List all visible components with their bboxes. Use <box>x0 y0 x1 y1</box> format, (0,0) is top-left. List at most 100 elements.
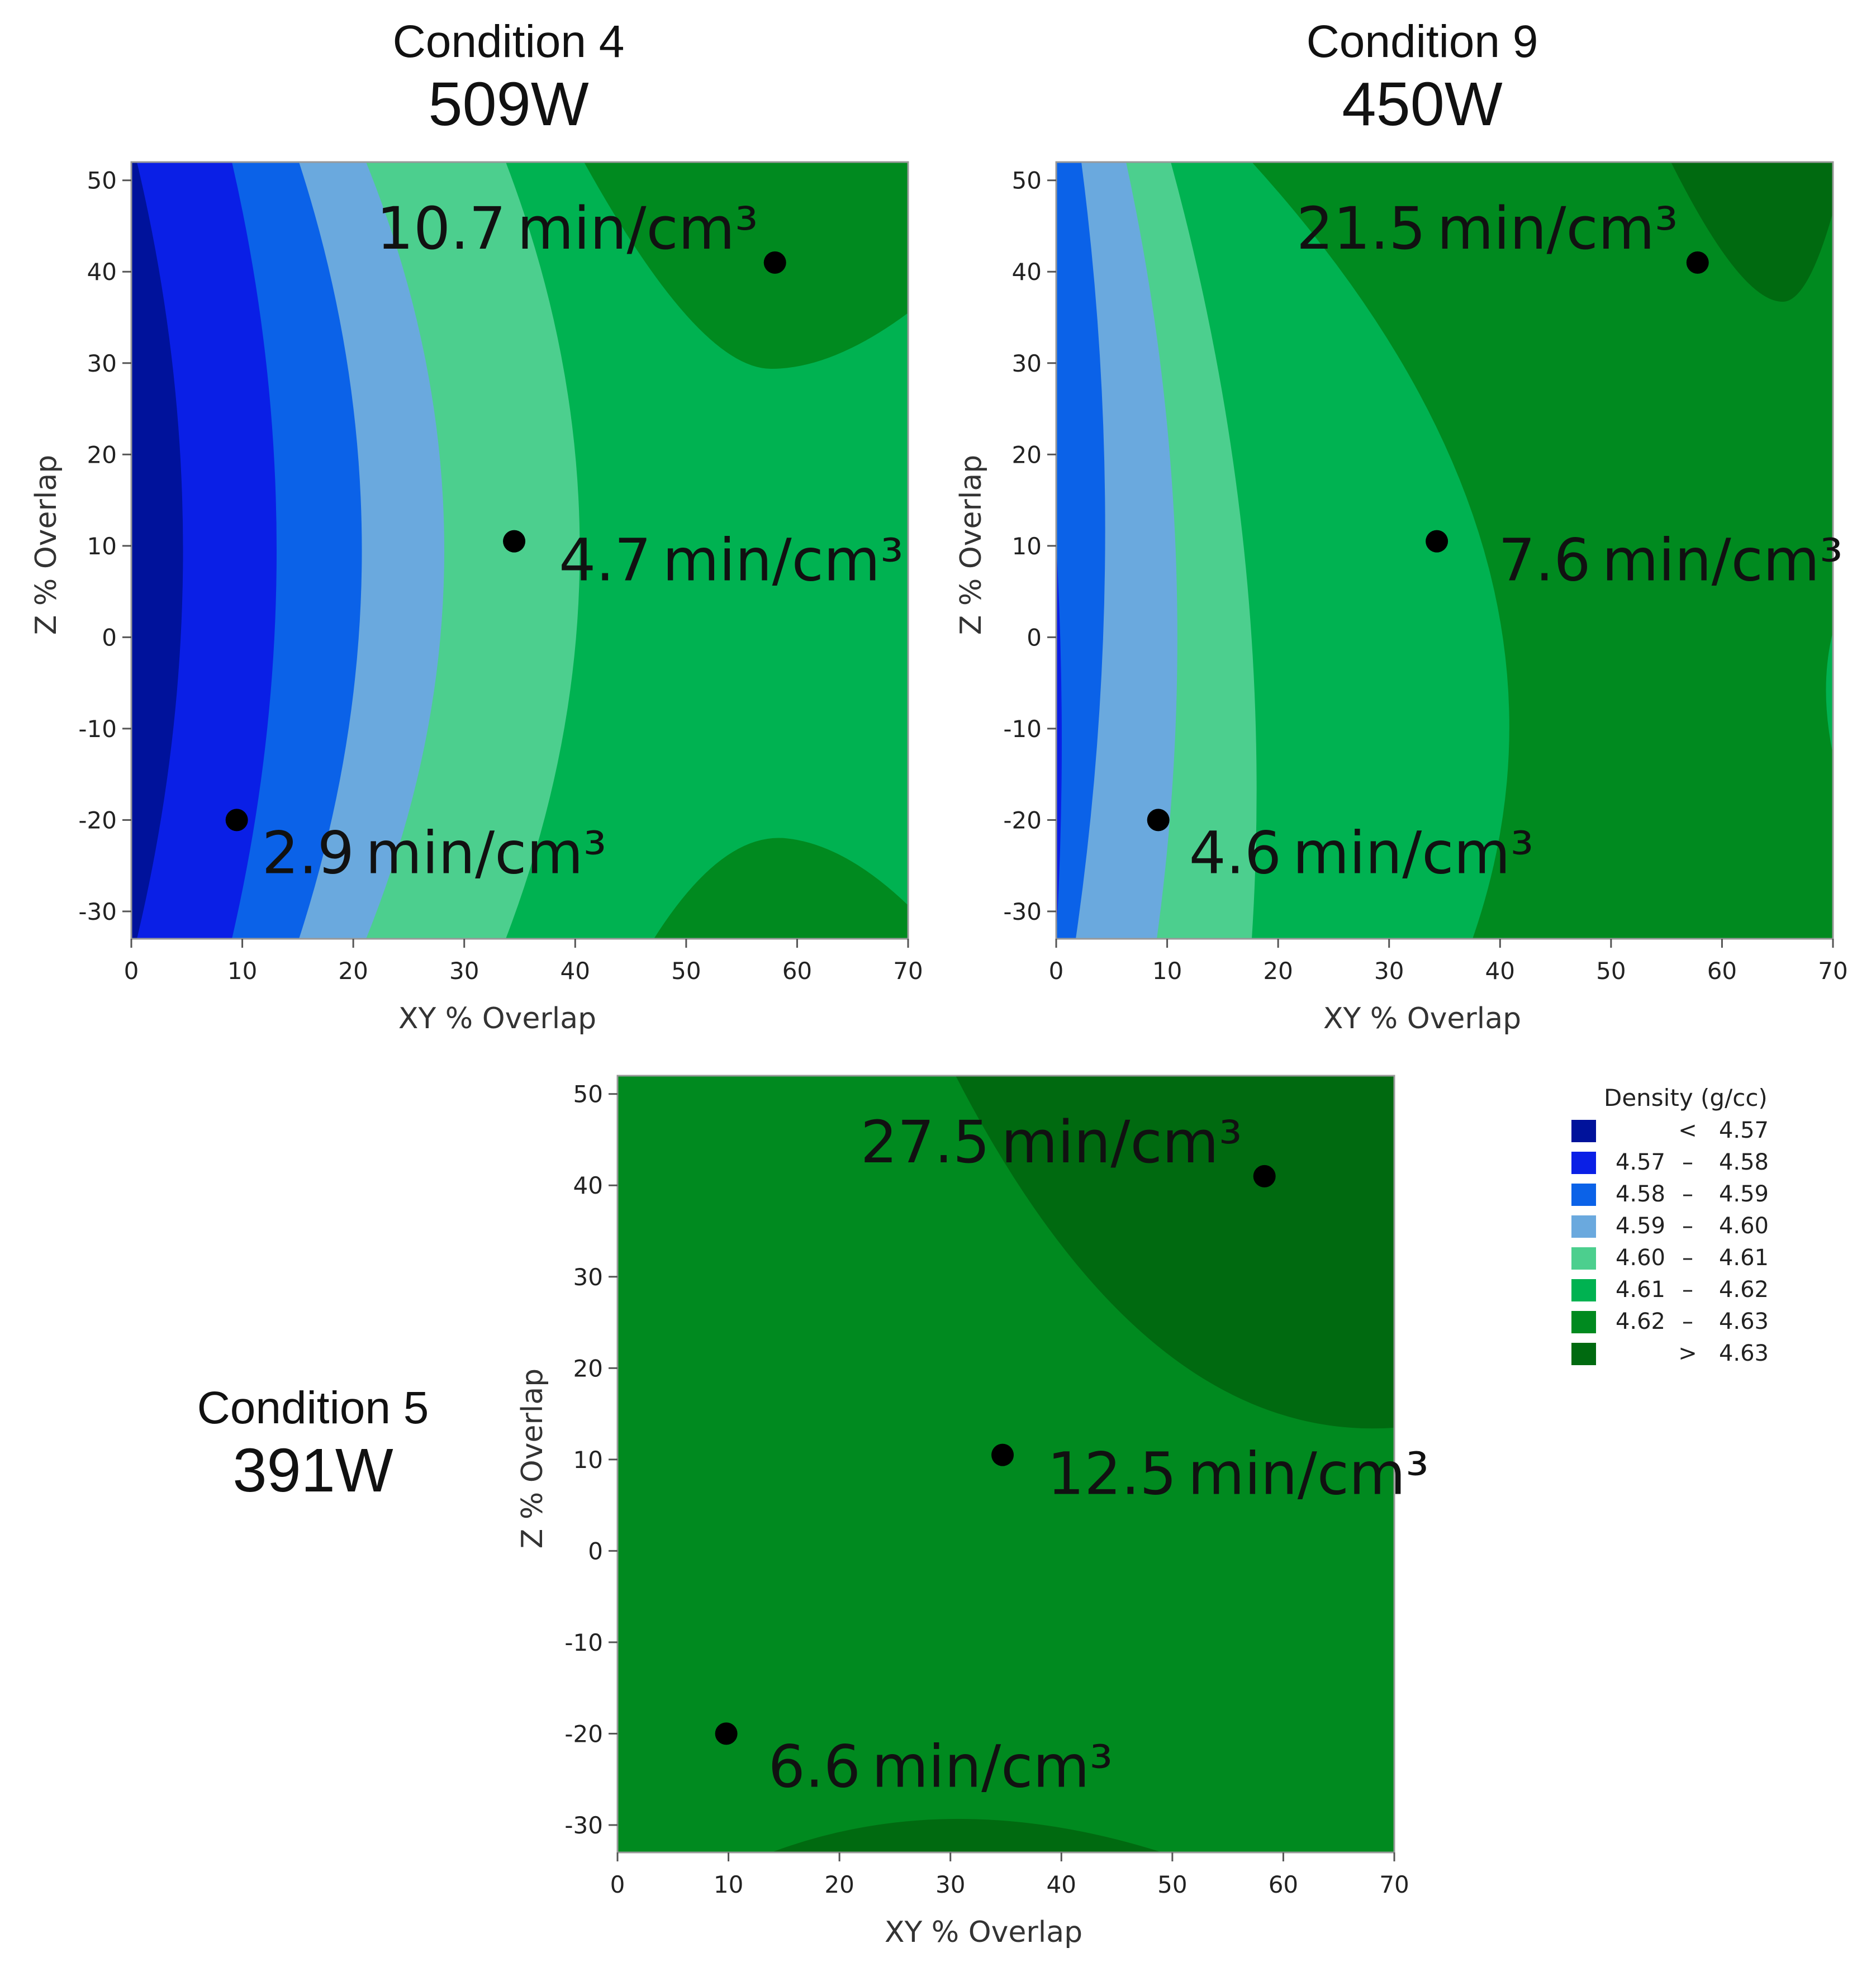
x-tick-label: 60 <box>1707 957 1737 985</box>
density-legend: Density (g/cc) <4.57 4.57–4.58 4.58–4.59 4.… <box>1565 1084 1788 1375</box>
contour-band-above-4-63-bottom <box>771 1819 1162 1852</box>
legend-range-separator: – <box>1682 1309 1693 1334</box>
power-label: 450W <box>1342 70 1503 139</box>
data-point <box>991 1443 1014 1466</box>
x-tick-label: 30 <box>449 957 479 985</box>
x-axis-label: XY % Overlap <box>885 1916 1082 1949</box>
legend-swatch <box>1571 1311 1596 1333</box>
y-tick-label: -10 <box>1003 715 1042 743</box>
data-point <box>715 1722 738 1745</box>
x-tick-label: 60 <box>782 957 812 985</box>
build-time-annotation: 10.7 min/cm³ <box>377 194 758 263</box>
power-label: 391W <box>232 1436 393 1505</box>
legend-range-high: 4.61 <box>1718 1245 1769 1271</box>
legend-title: Density (g/cc) <box>1604 1084 1768 1111</box>
contour-plot-condition-9: 0 10 20 30 40 50 60 70 -30 -20 -10 0 10 20 30 40 50 XY % … <box>954 161 1848 1035</box>
legend-swatch <box>1571 1120 1596 1142</box>
contour-plot-condition-5: 0 10 20 30 40 50 60 70 -30 -20 -10 0 10 20 30 40 50 XY % … <box>516 1075 1429 1949</box>
x-tick-label: 70 <box>1379 1871 1409 1898</box>
build-time-annotation: 21.5 min/cm³ <box>1296 194 1678 263</box>
x-tick-label: 30 <box>1374 957 1404 985</box>
y-axis-label: Z % Overlap <box>954 455 988 635</box>
x-tick-label: 50 <box>1596 957 1626 985</box>
legend-range-low: 4.57 <box>1615 1149 1665 1175</box>
legend-entry: >4.63 <box>1565 1339 1788 1367</box>
x-tick-label: 70 <box>1818 957 1847 985</box>
data-point <box>225 809 248 832</box>
build-time-annotation: 27.5 min/cm³ <box>861 1108 1242 1176</box>
x-tick-label: 60 <box>1269 1871 1298 1898</box>
legend-entry: 4.62–4.63 <box>1565 1308 1788 1336</box>
legend-range-low: 4.59 <box>1615 1213 1665 1239</box>
x-tick-label: 50 <box>1157 1871 1187 1898</box>
legend-entry: 4.57–4.58 <box>1565 1148 1788 1176</box>
axes-group: 0 10 20 30 40 50 60 70 -30 -20 -10 0 10 20 30 40 50 XY % … <box>30 167 923 1035</box>
x-tick-label: 10 <box>714 1871 743 1898</box>
y-tick-label: 10 <box>573 1446 603 1474</box>
y-tick-label: -20 <box>78 806 117 834</box>
legend-range-high: 4.60 <box>1718 1213 1769 1239</box>
y-tick-label: 30 <box>1012 350 1042 377</box>
x-tick-label: 40 <box>1485 957 1515 985</box>
x-tick-label: 20 <box>338 957 368 985</box>
legend-swatch <box>1571 1215 1596 1238</box>
legend-range-separator: – <box>1682 1149 1693 1175</box>
legend-swatch <box>1571 1184 1596 1206</box>
plot-frame <box>1055 161 1834 940</box>
legend-swatch <box>1571 1343 1596 1365</box>
x-tick-label: 20 <box>824 1871 854 1898</box>
plot-frame <box>130 161 909 940</box>
y-tick-label: 40 <box>573 1172 603 1199</box>
legend-swatch <box>1571 1247 1596 1270</box>
contour-band-above-4-63 <box>1671 162 1833 302</box>
power-label: 509W <box>428 70 589 139</box>
legend-range-high: 4.62 <box>1718 1277 1769 1303</box>
axes-group: 0 10 20 30 40 50 60 70 -30 -20 -10 0 10 20 30 40 50 XY % … <box>516 1081 1409 1949</box>
contour-band-below-4-57 <box>131 162 183 939</box>
contour-band-4-57-4-58 <box>1056 542 1062 939</box>
points-group: 2.9 min/cm³ 4.7 min/cm³ 10.7 min/cm³ <box>225 194 904 887</box>
panel-title-condition-9: Condition 9 450W <box>1238 16 1607 139</box>
y-tick-label: 10 <box>87 533 117 560</box>
legend-entry: 4.58–4.59 <box>1565 1180 1788 1208</box>
y-tick-label: -10 <box>78 715 117 743</box>
legend-range-low: 4.60 <box>1615 1245 1665 1271</box>
data-point <box>1147 809 1170 832</box>
y-tick-label: 0 <box>1027 624 1042 651</box>
y-tick-label: -30 <box>1003 898 1042 925</box>
data-point <box>1426 530 1448 553</box>
x-tick-label: 0 <box>124 957 139 985</box>
build-time-annotation: 4.7 min/cm³ <box>559 526 904 595</box>
y-tick-label: -10 <box>564 1629 603 1656</box>
panel-title-condition-5: Condition 5 391W <box>129 1382 497 1505</box>
legend-range-high: 4.58 <box>1718 1149 1769 1175</box>
x-tick-label: 70 <box>893 957 923 985</box>
legend-range-high: 4.57 <box>1718 1118 1769 1143</box>
x-tick-label: 0 <box>1049 957 1064 985</box>
points-group: 4.6 min/cm³ 7.6 min/cm³ 21.5 min/cm³ <box>1147 194 1843 887</box>
contour-plot-condition-4: 0 10 20 30 40 50 60 70 -30 -20 -10 0 10 20 30 40 50 XY % … <box>30 161 923 1035</box>
x-tick-label: 40 <box>561 957 590 985</box>
y-axis-label: Z % Overlap <box>30 455 63 635</box>
x-tick-label: 10 <box>1152 957 1182 985</box>
y-tick-label: 0 <box>102 624 117 651</box>
data-point <box>763 251 786 274</box>
y-tick-label: 20 <box>573 1355 603 1382</box>
legend-range-separator: – <box>1682 1213 1693 1239</box>
build-time-annotation: 12.5 min/cm³ <box>1047 1440 1429 1508</box>
legend-entry: 4.60–4.61 <box>1565 1244 1788 1272</box>
legend-range-low: 4.58 <box>1615 1181 1665 1207</box>
points-group: 6.6 min/cm³ 12.5 min/cm³ 27.5 min/cm³ <box>715 1108 1429 1800</box>
legend-range-separator: – <box>1682 1181 1693 1207</box>
build-time-annotation: 7.6 min/cm³ <box>1498 526 1843 595</box>
contour-band-4-62-4-63-top <box>584 162 908 369</box>
y-tick-label: 20 <box>87 441 117 468</box>
x-tick-label: 10 <box>227 957 257 985</box>
legend-swatch <box>1571 1152 1596 1174</box>
panel-title-condition-4: Condition 4 509W <box>324 16 693 139</box>
x-axis-label: XY % Overlap <box>1323 1002 1521 1035</box>
legend-range-low: 4.61 <box>1615 1277 1665 1303</box>
y-tick-label: -30 <box>78 898 117 925</box>
legend-range-high: 4.63 <box>1718 1309 1769 1334</box>
x-tick-label: 50 <box>671 957 701 985</box>
